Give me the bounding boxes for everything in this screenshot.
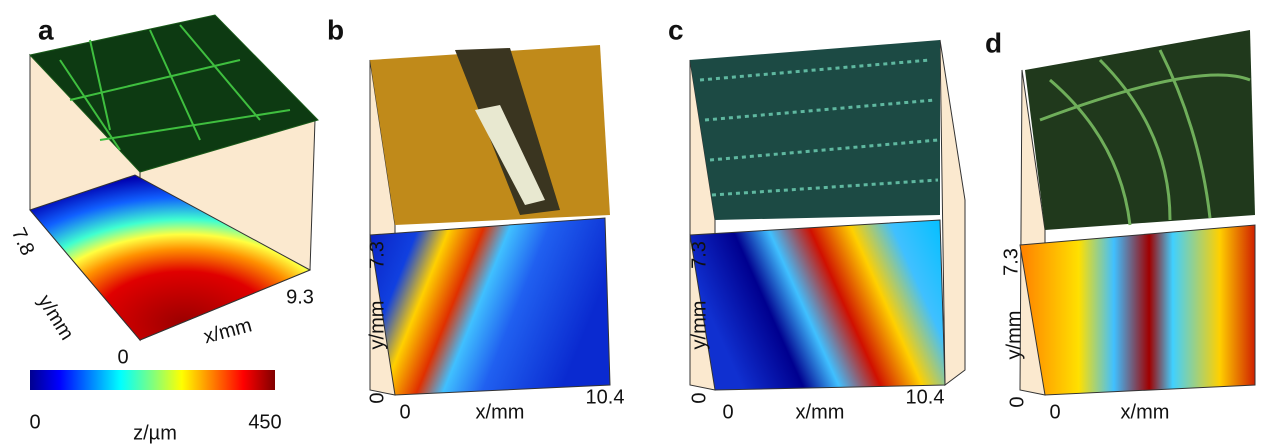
y-min: 0 bbox=[1006, 396, 1028, 407]
panel-label: c bbox=[668, 14, 684, 45]
veins bbox=[59, 24, 291, 151]
height-map bbox=[689, 219, 946, 391]
scales bbox=[1039, 49, 1251, 226]
y-max: 7.8 bbox=[7, 224, 39, 259]
panel-label: d bbox=[985, 27, 1002, 58]
y-min: 0 bbox=[688, 392, 710, 403]
y-label: y/mm bbox=[1003, 311, 1025, 360]
y-min: 0 bbox=[366, 392, 388, 403]
y-max: 7.3 bbox=[1000, 248, 1022, 276]
x-max: 10.4 bbox=[906, 386, 945, 408]
surface-highlight bbox=[475, 105, 545, 205]
colorbar-max: 450 bbox=[248, 411, 281, 433]
height-map bbox=[29, 174, 312, 341]
y-max: 7.3 bbox=[366, 241, 388, 269]
x-label: x/mm bbox=[476, 401, 525, 423]
colorbar bbox=[30, 370, 275, 390]
colorbar-label: z/µm bbox=[133, 422, 177, 444]
y-label: y/mm bbox=[33, 291, 78, 344]
x-label: x/mm bbox=[201, 314, 254, 348]
panel-label: a bbox=[38, 14, 54, 45]
x-max: 10.4 bbox=[586, 386, 625, 408]
height-map bbox=[369, 217, 611, 396]
origin: 0 bbox=[117, 346, 128, 368]
x-max: 9.3 bbox=[286, 286, 314, 308]
x-label: x/mm bbox=[1121, 401, 1170, 423]
panel-d: d 7.3 y/mm 0 0 x/mm bbox=[985, 27, 1256, 423]
y-label: y/mm bbox=[688, 301, 710, 350]
surface-image bbox=[29, 14, 319, 173]
panel-b: b 7.3 y/mm 0 0 x/mm 10.4 bbox=[327, 14, 624, 423]
x-label: x/mm bbox=[796, 401, 845, 423]
panel-a: a 7.8 y/mm 0 x/mm 9.3 0 z/µm 450 bbox=[7, 14, 319, 444]
x-min: 0 bbox=[399, 401, 410, 423]
colorbar-min: 0 bbox=[29, 411, 40, 433]
wall bbox=[939, 39, 966, 386]
scales bbox=[699, 58, 939, 197]
y-label: y/mm bbox=[366, 301, 388, 350]
x-min: 0 bbox=[722, 401, 733, 423]
y-max: 7.3 bbox=[688, 241, 710, 269]
x-min: 0 bbox=[1049, 401, 1060, 423]
surface-image bbox=[1025, 30, 1255, 230]
panel-label: b bbox=[327, 14, 344, 45]
height-map bbox=[1019, 224, 1256, 396]
panel-c: c 7.3 y/mm 0 0 x/mm 10.4 bbox=[668, 14, 966, 423]
surface-image bbox=[690, 40, 940, 220]
